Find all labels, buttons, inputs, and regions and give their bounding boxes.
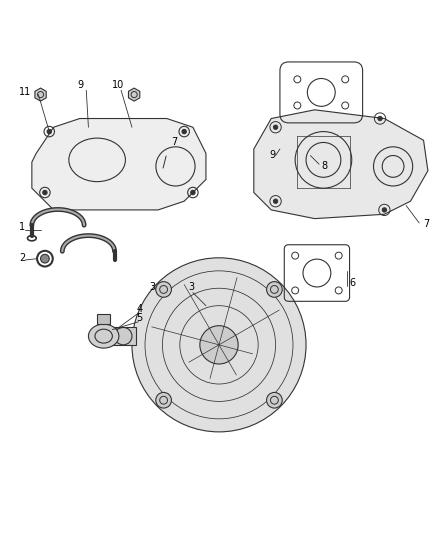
Circle shape: [267, 392, 282, 408]
Bar: [97, 313, 110, 325]
Text: 10: 10: [113, 80, 125, 90]
Text: 11: 11: [19, 86, 31, 96]
Text: 6: 6: [350, 278, 356, 288]
Circle shape: [273, 199, 278, 204]
Text: 2: 2: [19, 253, 25, 263]
Circle shape: [378, 116, 382, 120]
Text: 3: 3: [149, 282, 155, 293]
Text: 3: 3: [188, 282, 194, 293]
Text: 4: 4: [136, 304, 142, 314]
Text: 1: 1: [19, 222, 25, 231]
Text: 7: 7: [424, 220, 430, 229]
Circle shape: [132, 258, 306, 432]
Text: 7: 7: [171, 137, 177, 147]
Circle shape: [156, 392, 171, 408]
Circle shape: [47, 130, 51, 134]
Polygon shape: [32, 118, 206, 210]
Circle shape: [191, 190, 195, 195]
Circle shape: [267, 281, 282, 297]
Text: 8: 8: [321, 160, 327, 171]
Polygon shape: [35, 88, 46, 101]
Text: 9: 9: [78, 80, 84, 90]
Circle shape: [200, 326, 238, 364]
Polygon shape: [128, 88, 140, 101]
Circle shape: [43, 190, 47, 195]
Circle shape: [156, 281, 171, 297]
Text: 5: 5: [136, 313, 142, 323]
Circle shape: [382, 208, 387, 212]
Polygon shape: [254, 110, 428, 219]
Circle shape: [273, 125, 278, 130]
Circle shape: [41, 254, 49, 263]
Circle shape: [182, 130, 186, 134]
Bar: [110, 327, 136, 345]
Text: 9: 9: [269, 150, 275, 160]
Ellipse shape: [88, 324, 119, 348]
